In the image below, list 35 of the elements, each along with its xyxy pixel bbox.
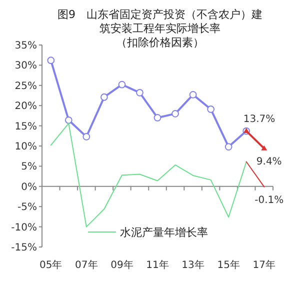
point [47,56,55,64]
point [207,106,215,113]
x-tick-label: 11年 [146,259,169,271]
x-tick-label: 05年 [40,259,62,271]
data-label: -0.1% [254,194,284,206]
point [224,143,232,151]
point [136,88,144,96]
y-tick-label: -5% [18,202,37,214]
data-label: 13.7% [243,114,276,126]
x-tick-label: 15年 [217,259,240,271]
chart-subtitle: （扣除价格因素） [116,36,204,49]
y-tick-label: 10% [14,142,37,152]
chart-title: 图9 山东省固定资产投资（不含农户）建筑安装工程年实际增长率 [58,8,262,35]
y-tick-label: 25% [14,80,37,92]
y-tick-label: 20% [14,101,37,112]
y-tick-label: 35% [14,40,37,52]
y-tick-label: 0% [21,182,37,193]
x-tick-label: 13年 [182,259,204,271]
point [118,80,126,88]
point [189,90,197,98]
data-label: 9.4% [256,156,282,168]
y-tick-label: -10% [11,222,37,234]
y-tick-label: 30% [14,60,37,72]
x-tick-label: 09年 [110,259,134,271]
point [172,110,179,118]
x-tick-label: 07年 [75,259,98,271]
y-tick-label: -15% [11,242,37,254]
y-tick-label: 15% [14,121,37,132]
point [100,93,108,101]
point [82,133,90,140]
legend-label: 水泥产量年增长率 [120,226,208,239]
x-tick-label: 17年 [252,259,276,271]
point [154,114,162,122]
point [64,116,72,124]
y-tick-label: 5% [21,162,37,173]
